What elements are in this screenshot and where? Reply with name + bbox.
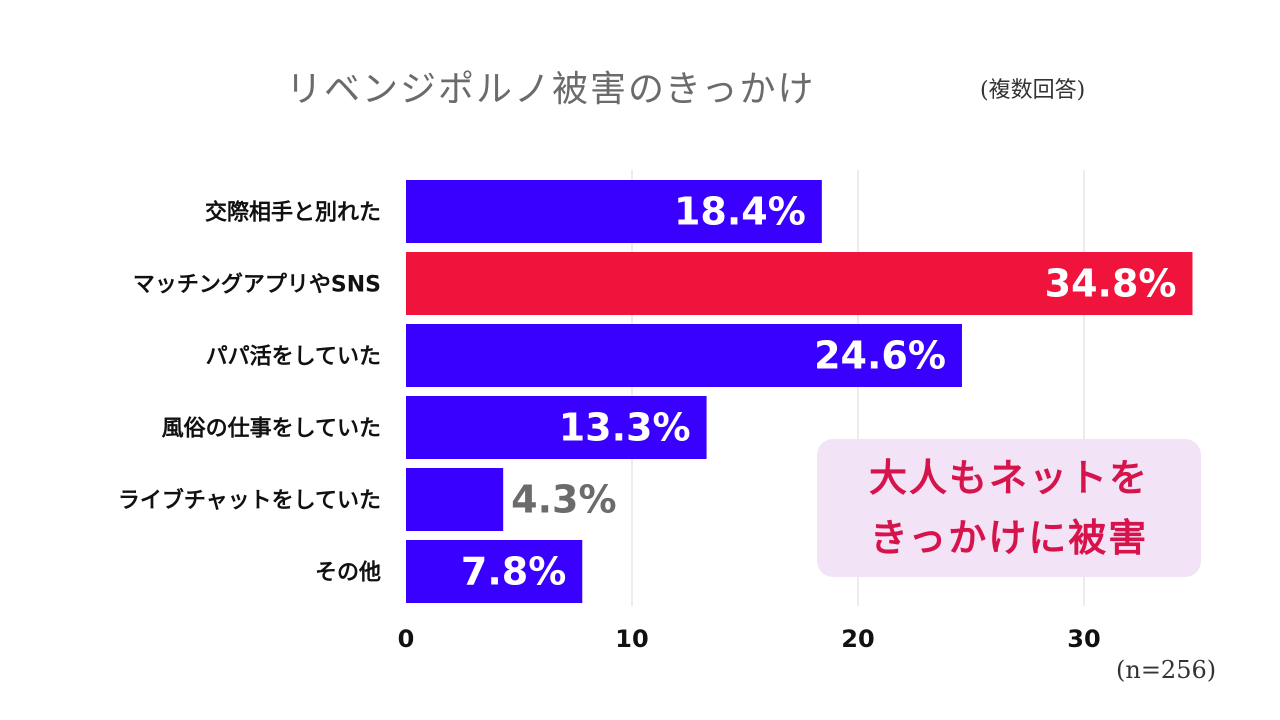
category-label: 交際相手と別れた	[205, 200, 381, 226]
bar	[406, 252, 1193, 315]
value-label: 13.3%	[559, 406, 691, 450]
x-tick-label: 20	[841, 625, 874, 653]
category-label: マッチングアプリやSNS	[133, 272, 381, 298]
value-labels: 18.4% 34.8% 24.6% 13.3% 4.3% 7.8%	[461, 190, 1177, 594]
callout-line-1: 大人もネットを	[868, 456, 1149, 500]
bar	[406, 540, 583, 603]
value-label: 7.8%	[461, 550, 566, 594]
x-tick-label: 10	[615, 625, 648, 653]
chart-subtitle: (複数回答)	[980, 78, 1086, 103]
sample-size-note: (n=256)	[1116, 656, 1217, 684]
value-label: 24.6%	[814, 334, 946, 378]
category-label: 風俗の仕事をしていた	[162, 416, 381, 442]
value-label: 4.3%	[511, 478, 616, 522]
x-tick-label: 0	[398, 625, 415, 653]
bar	[406, 396, 707, 459]
chart-title: リベンジポルノ被害のきっかけ	[286, 69, 816, 110]
x-tick-label: 30	[1067, 625, 1100, 653]
bar	[406, 324, 962, 387]
callout-box: 大人もネットを きっかけに被害	[817, 439, 1201, 577]
category-label: パパ活をしていた	[206, 345, 381, 370]
callout-line-2: きっかけに被害	[869, 516, 1149, 560]
bar	[406, 180, 822, 243]
category-label: ライブチャットをしていた	[118, 488, 381, 514]
value-label: 34.8%	[1045, 262, 1177, 306]
x-tick-labels: 0 10 20 30	[398, 625, 1101, 653]
bar	[406, 468, 504, 531]
value-label: 18.4%	[674, 190, 806, 234]
category-label: その他	[315, 561, 381, 586]
bars	[406, 180, 1193, 603]
